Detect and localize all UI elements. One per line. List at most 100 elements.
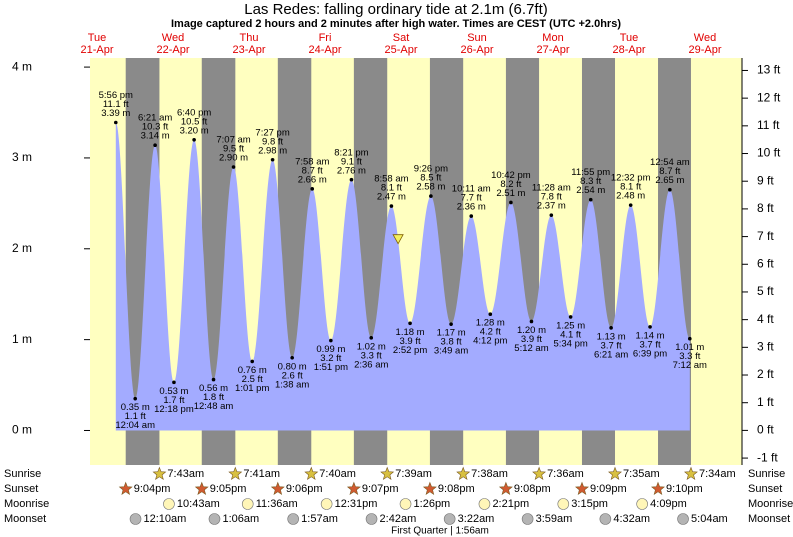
tide-label: 10:42 pm	[491, 170, 531, 181]
y2-tick-label: 8 ft	[757, 201, 774, 215]
tide-label: 6:21 am	[138, 113, 172, 124]
moon-icon	[521, 513, 534, 525]
row-time: 7:43am	[167, 468, 204, 480]
row-time: 9:07pm	[362, 483, 399, 495]
day-name: Wed	[694, 32, 716, 44]
tide-label: 2.36 m	[457, 202, 486, 213]
row-label: Sunrise	[4, 468, 41, 480]
row-time: 7:36am	[547, 468, 584, 480]
tide-label: 1:38 am	[275, 379, 309, 390]
tide-label: 1.17 m	[437, 328, 466, 339]
moon-icon	[208, 513, 221, 525]
row-time: 4:32am	[613, 513, 650, 525]
tide-point	[549, 213, 554, 217]
day-date: 22-Apr	[156, 44, 189, 56]
tide-label: 10:11 am	[452, 184, 491, 195]
tide-label: 2:52 pm	[393, 345, 427, 356]
sun-icon	[380, 466, 395, 480]
tide-label: 2.47 m	[377, 192, 406, 203]
tide-label: 2.58 m	[416, 182, 445, 193]
tide-label: 8.7 ft	[302, 165, 323, 176]
row-label: Moonrise	[4, 498, 49, 510]
moon-icon	[557, 498, 570, 510]
tide-label: 1.25 m	[556, 320, 585, 331]
tide-label: 1.18 m	[396, 327, 425, 338]
tide-label: 1.1 ft	[125, 411, 146, 422]
y2-tick-label: 12 ft	[757, 90, 781, 104]
sun-icon	[532, 466, 546, 480]
tide-label: 3.8 ft	[441, 337, 462, 348]
day-name: Mon	[542, 32, 563, 44]
sun-icon	[651, 481, 665, 495]
row-label: Sunrise	[748, 468, 785, 480]
tide-label: 2:36 am	[354, 359, 388, 370]
tide-label: 8.7 ft	[659, 166, 680, 177]
tide-label: 0.99 m	[316, 344, 345, 355]
tide-label: 8.1 ft	[381, 183, 402, 194]
row-time: 7:41am	[243, 468, 280, 480]
day-name: Tue	[620, 32, 639, 44]
sun-icon	[498, 481, 513, 495]
tide-label: 3.20 m	[180, 125, 209, 136]
tide-label: 8.2 ft	[500, 179, 521, 190]
tide-label: 2.54 m	[576, 185, 605, 196]
tide-point	[469, 214, 474, 218]
tide-label: 4.2 ft	[480, 327, 501, 338]
row-time: 1:26pm	[414, 498, 451, 510]
day-date: 27-Apr	[536, 44, 569, 56]
sun-icon	[152, 466, 167, 480]
tide-point	[231, 165, 236, 169]
tide-point	[389, 204, 394, 208]
tide-label: 5:34 pm	[553, 338, 587, 349]
tide-label: 2.5 ft	[242, 374, 263, 385]
tide-point	[529, 319, 534, 324]
day-date: 25-Apr	[384, 44, 417, 56]
tide-point	[270, 157, 275, 162]
y-tick-label: 1 m	[12, 332, 32, 346]
row-label: Sunset	[748, 483, 782, 495]
tide-label: 12:54 am	[650, 157, 690, 168]
y-tick-label: 3 m	[12, 150, 32, 164]
tide-label: 1.13 m	[597, 331, 626, 342]
moon-icon	[129, 513, 142, 525]
tide-point	[429, 194, 433, 198]
sun-icon	[684, 466, 698, 480]
tide-label: 0.76 m	[238, 365, 267, 376]
moon-icon	[599, 513, 612, 525]
moon-icon	[320, 498, 333, 510]
tide-point	[250, 359, 255, 364]
moon-icon	[287, 513, 299, 525]
moon-icon	[443, 513, 456, 525]
day-name: Wed	[162, 32, 184, 44]
plot	[115, 58, 691, 465]
tide-label: 1.01 m	[675, 342, 704, 353]
tide-label: 7:07 am	[216, 135, 250, 146]
tide-point	[688, 336, 692, 341]
tide-point	[113, 120, 118, 125]
row-time: 2:42am	[380, 513, 417, 525]
tide-label: 3.9 ft	[400, 336, 421, 347]
moon-phase: First Quarter | 1:56am	[391, 526, 489, 537]
tide-label: 6:21 am	[594, 349, 628, 360]
day-name: Thu	[240, 32, 259, 44]
tide-label: 0.80 m	[278, 361, 307, 372]
row-time: 1:06am	[222, 513, 259, 525]
y-tick-label: 2 m	[12, 241, 32, 255]
moon-icon	[478, 498, 491, 510]
tide-label: 12:48 am	[194, 401, 234, 412]
day-name: Sun	[467, 32, 487, 44]
tide-label: 0.53 m	[159, 386, 188, 397]
tide-label: 1.7 ft	[163, 395, 184, 406]
tide-label: 12:32 pm	[611, 173, 651, 184]
tide-label: 3.9 ft	[521, 334, 542, 345]
tide-label: 3.7 ft	[601, 340, 622, 351]
sun-icon	[608, 466, 622, 480]
tide-label: 1.02 m	[357, 341, 386, 352]
sun-icon	[346, 481, 361, 495]
day-date: 23-Apr	[232, 44, 265, 56]
row-time: 7:35am	[623, 468, 660, 480]
day-name: Tue	[88, 32, 107, 44]
tide-point	[509, 200, 513, 205]
tide-label: 2.6 ft	[282, 370, 303, 381]
day-date: 24-Apr	[308, 44, 341, 56]
